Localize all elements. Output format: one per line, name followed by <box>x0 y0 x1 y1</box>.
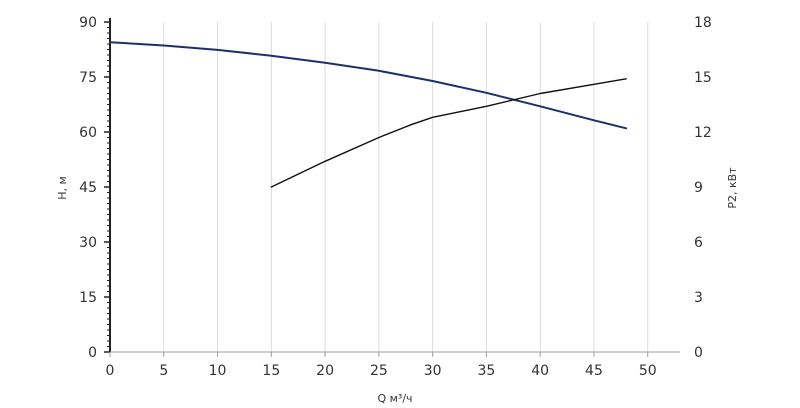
power-curve-line <box>270 78 627 188</box>
x-axis-tick-label: 20 <box>316 363 334 379</box>
right-y-axis-title: P2, кВт <box>726 167 739 209</box>
x-axis-tick-label: 40 <box>531 363 549 379</box>
right-axis-tick-label: 18 <box>694 15 712 31</box>
x-axis-tick-label: 0 <box>106 363 115 379</box>
grid-lines <box>163 22 649 352</box>
head-curve-line <box>109 41 628 130</box>
right-axis-tick-label: 12 <box>694 125 712 141</box>
x-axis-tick-label: 50 <box>639 363 657 379</box>
x-axis: 0 5 10 15 20 25 30 35 40 45 50 <box>106 351 680 379</box>
x-axis-tick-label: 30 <box>424 363 442 379</box>
left-axis-tick-label: 90 <box>79 15 97 31</box>
right-y-axis: 0 3 6 9 12 15 18 <box>694 15 712 361</box>
x-axis-tick-label: 10 <box>209 363 227 379</box>
left-axis-tick-label: 30 <box>79 235 97 251</box>
left-axis-tick-label: 45 <box>79 180 97 196</box>
right-axis-tick-label: 0 <box>694 345 703 361</box>
left-axis-tick-label: 75 <box>79 70 97 86</box>
right-axis-tick-label: 9 <box>694 180 703 196</box>
left-axis-tick-label: 15 <box>79 290 97 306</box>
left-axis-tick-label: 0 <box>88 345 97 361</box>
x-axis-tick-label: 45 <box>585 363 603 379</box>
left-y-axis: 0 15 30 45 60 75 90 <box>79 15 111 361</box>
left-y-axis-title: H, м <box>56 176 69 200</box>
right-axis-tick-label: 6 <box>694 235 703 251</box>
left-axis-tick-label: 60 <box>79 125 97 141</box>
x-axis-tick-label: 25 <box>370 363 388 379</box>
x-axis-tick-label: 35 <box>478 363 496 379</box>
right-axis-tick-label: 3 <box>694 290 703 306</box>
x-axis-tick-label: 5 <box>159 363 168 379</box>
right-axis-tick-label: 15 <box>694 70 712 86</box>
series-layer <box>109 41 628 188</box>
x-axis-title: Q м³/ч <box>377 392 412 405</box>
x-axis-tick-label: 15 <box>262 363 280 379</box>
